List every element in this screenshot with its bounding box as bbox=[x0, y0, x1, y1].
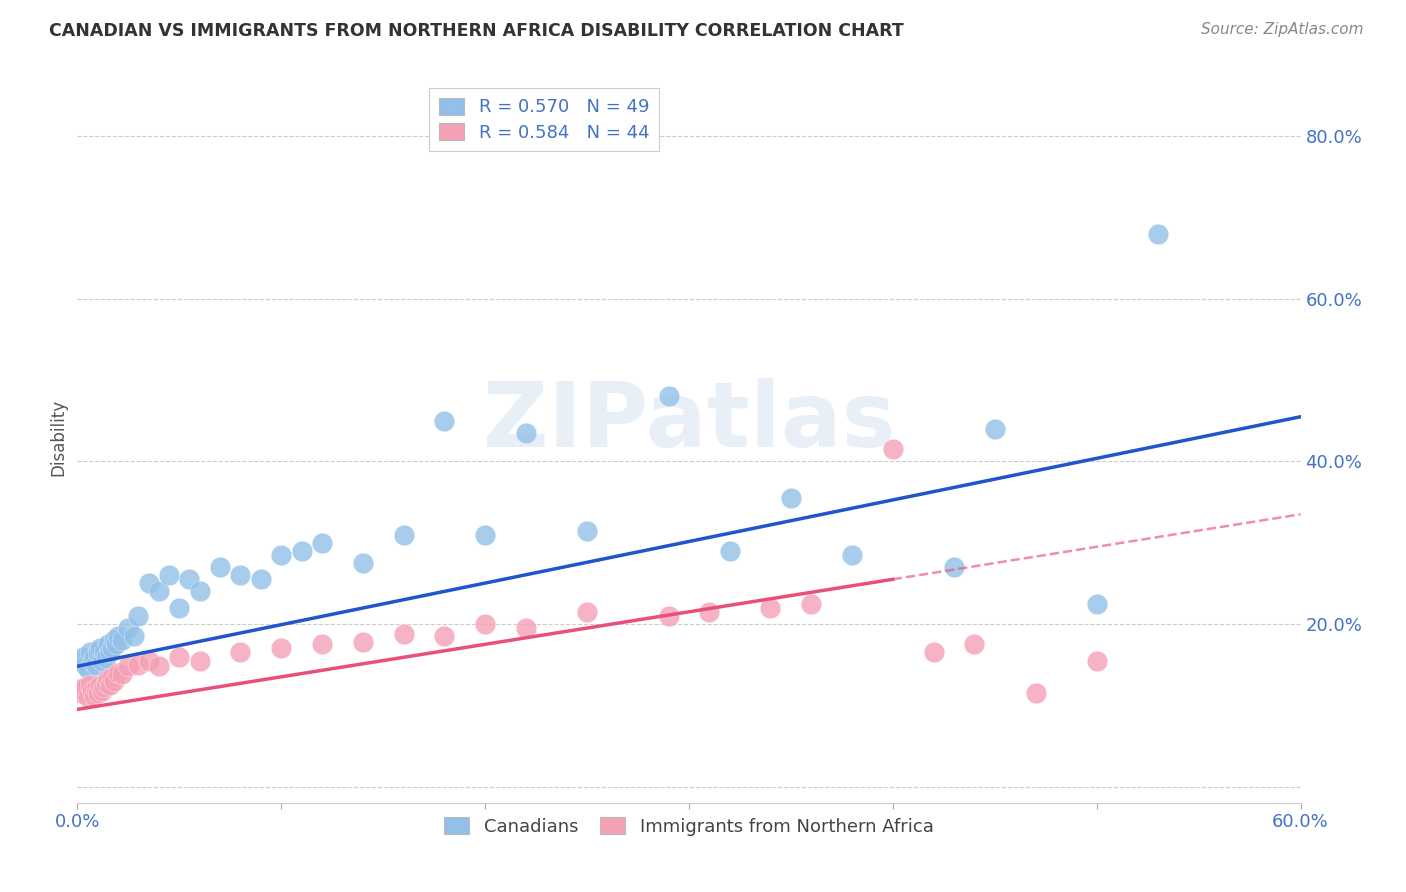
Point bbox=[779, 491, 801, 505]
Point bbox=[83, 689, 105, 703]
Point bbox=[576, 605, 599, 619]
Point bbox=[699, 605, 721, 619]
Legend: Canadians, Immigrants from Northern Africa: Canadians, Immigrants from Northern Afri… bbox=[436, 808, 942, 845]
Point bbox=[515, 425, 537, 440]
Point bbox=[290, 544, 312, 558]
Point bbox=[80, 683, 103, 698]
Point bbox=[882, 442, 904, 457]
Point bbox=[658, 389, 681, 403]
Point bbox=[392, 626, 415, 640]
Point bbox=[84, 657, 107, 672]
Point bbox=[942, 560, 965, 574]
Point bbox=[107, 629, 129, 643]
Point bbox=[101, 641, 124, 656]
Text: CANADIAN VS IMMIGRANTS FROM NORTHERN AFRICA DISABILITY CORRELATION CHART: CANADIAN VS IMMIGRANTS FROM NORTHERN AFR… bbox=[49, 22, 904, 40]
Point bbox=[1085, 654, 1108, 668]
Y-axis label: Disability: Disability bbox=[49, 399, 67, 475]
Point bbox=[72, 649, 94, 664]
Point bbox=[111, 633, 134, 648]
Point bbox=[79, 678, 101, 692]
Point bbox=[800, 597, 823, 611]
Point bbox=[179, 572, 201, 586]
Point bbox=[311, 637, 333, 651]
Point bbox=[70, 654, 93, 668]
Point bbox=[127, 657, 149, 672]
Point bbox=[97, 637, 120, 651]
Point bbox=[89, 641, 111, 656]
Point bbox=[1085, 597, 1108, 611]
Point bbox=[984, 422, 1007, 436]
Point bbox=[117, 659, 139, 673]
Point bbox=[208, 560, 231, 574]
Point bbox=[922, 645, 945, 659]
Point bbox=[90, 683, 112, 698]
Point bbox=[148, 584, 170, 599]
Point bbox=[433, 414, 456, 428]
Point bbox=[75, 681, 97, 695]
Point bbox=[433, 629, 456, 643]
Point bbox=[98, 678, 121, 692]
Point bbox=[94, 651, 117, 665]
Point bbox=[94, 675, 117, 690]
Point bbox=[759, 600, 782, 615]
Point bbox=[474, 617, 496, 632]
Point bbox=[67, 681, 90, 696]
Text: ZIPatlas: ZIPatlas bbox=[482, 378, 896, 467]
Point bbox=[70, 686, 93, 700]
Point bbox=[169, 600, 191, 615]
Point bbox=[83, 649, 105, 664]
Point bbox=[474, 527, 496, 541]
Point bbox=[169, 649, 191, 664]
Point bbox=[98, 645, 121, 659]
Point bbox=[80, 654, 103, 668]
Point bbox=[97, 673, 120, 687]
Point bbox=[138, 576, 160, 591]
Point bbox=[72, 683, 94, 698]
Point bbox=[250, 572, 273, 586]
Point bbox=[270, 641, 292, 656]
Point bbox=[576, 524, 599, 538]
Point bbox=[148, 659, 170, 673]
Point bbox=[87, 645, 110, 659]
Point bbox=[270, 548, 292, 562]
Point bbox=[93, 645, 115, 659]
Point bbox=[107, 665, 129, 680]
Point bbox=[87, 686, 110, 700]
Point bbox=[127, 608, 149, 623]
Text: Source: ZipAtlas.com: Source: ZipAtlas.com bbox=[1201, 22, 1364, 37]
Point bbox=[352, 556, 374, 570]
Point bbox=[101, 670, 124, 684]
Point bbox=[229, 568, 252, 582]
Point bbox=[117, 621, 139, 635]
Point bbox=[392, 527, 415, 541]
Point bbox=[229, 645, 252, 659]
Point bbox=[188, 584, 211, 599]
Point bbox=[515, 621, 537, 635]
Point bbox=[103, 673, 125, 688]
Point bbox=[157, 568, 180, 582]
Point bbox=[352, 635, 374, 649]
Point bbox=[658, 608, 681, 623]
Point bbox=[93, 681, 115, 695]
Point bbox=[84, 681, 107, 696]
Point bbox=[311, 535, 333, 549]
Point bbox=[76, 690, 98, 705]
Point bbox=[718, 544, 741, 558]
Point bbox=[75, 657, 97, 672]
Point bbox=[1024, 686, 1046, 700]
Point bbox=[103, 633, 125, 648]
Point bbox=[963, 637, 986, 651]
Point bbox=[79, 645, 101, 659]
Point bbox=[1147, 227, 1170, 241]
Point bbox=[138, 654, 160, 668]
Point bbox=[105, 637, 128, 651]
Point bbox=[188, 654, 211, 668]
Point bbox=[841, 548, 863, 562]
Point bbox=[89, 678, 111, 692]
Point bbox=[111, 667, 134, 681]
Point bbox=[76, 662, 98, 676]
Point bbox=[90, 654, 112, 668]
Point bbox=[124, 629, 146, 643]
